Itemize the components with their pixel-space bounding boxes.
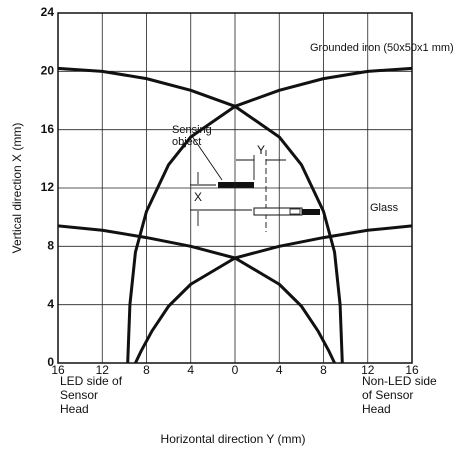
side-label: LED side of — [60, 374, 123, 388]
sensor-head — [289, 208, 301, 215]
x-tick-label: 4 — [276, 363, 283, 377]
side-label: of Sensor — [362, 388, 413, 402]
y-tick-label: 20 — [41, 64, 55, 78]
curve — [126, 66, 412, 363]
plot-frame — [57, 12, 413, 364]
annotation: X — [194, 190, 202, 204]
y-tick-label: 4 — [47, 297, 54, 311]
side-label: Head — [362, 402, 391, 416]
y-axis-label: Vertical direction X (mm) — [10, 123, 24, 254]
side-label: Sensor — [60, 388, 98, 402]
annotation: Grounded iron (50x50x1 mm) — [310, 42, 454, 54]
y-tick-label: 8 — [47, 239, 54, 253]
side-label: Non-LED side — [362, 374, 437, 388]
curve — [58, 224, 336, 363]
x-tick-label: 0 — [232, 363, 239, 377]
y-tick-label: 12 — [41, 180, 55, 194]
leader — [191, 135, 223, 181]
x-axis-label: Horizontal direction Y (mm) — [161, 432, 306, 446]
curve — [58, 66, 344, 363]
side-label: Head — [60, 402, 89, 416]
x-tick-label: 8 — [143, 363, 150, 377]
x-tick-label: 16 — [405, 363, 419, 377]
sensing-object — [218, 182, 254, 188]
curve — [134, 224, 412, 363]
x-tick-label: 4 — [187, 363, 194, 377]
sensor-cable — [302, 209, 320, 215]
x-tick-label: 12 — [96, 363, 110, 377]
x-tick-label: 12 — [361, 363, 375, 377]
x-tick-label: 8 — [320, 363, 327, 377]
annotation: Glass — [370, 202, 399, 214]
y-tick-label: 16 — [41, 122, 55, 136]
inset-diagram — [190, 135, 320, 232]
x-tick-label: 16 — [51, 363, 65, 377]
y-tick-label: 24 — [41, 5, 55, 19]
y-tick-label: 0 — [47, 355, 54, 369]
annotation: Y — [257, 143, 265, 157]
